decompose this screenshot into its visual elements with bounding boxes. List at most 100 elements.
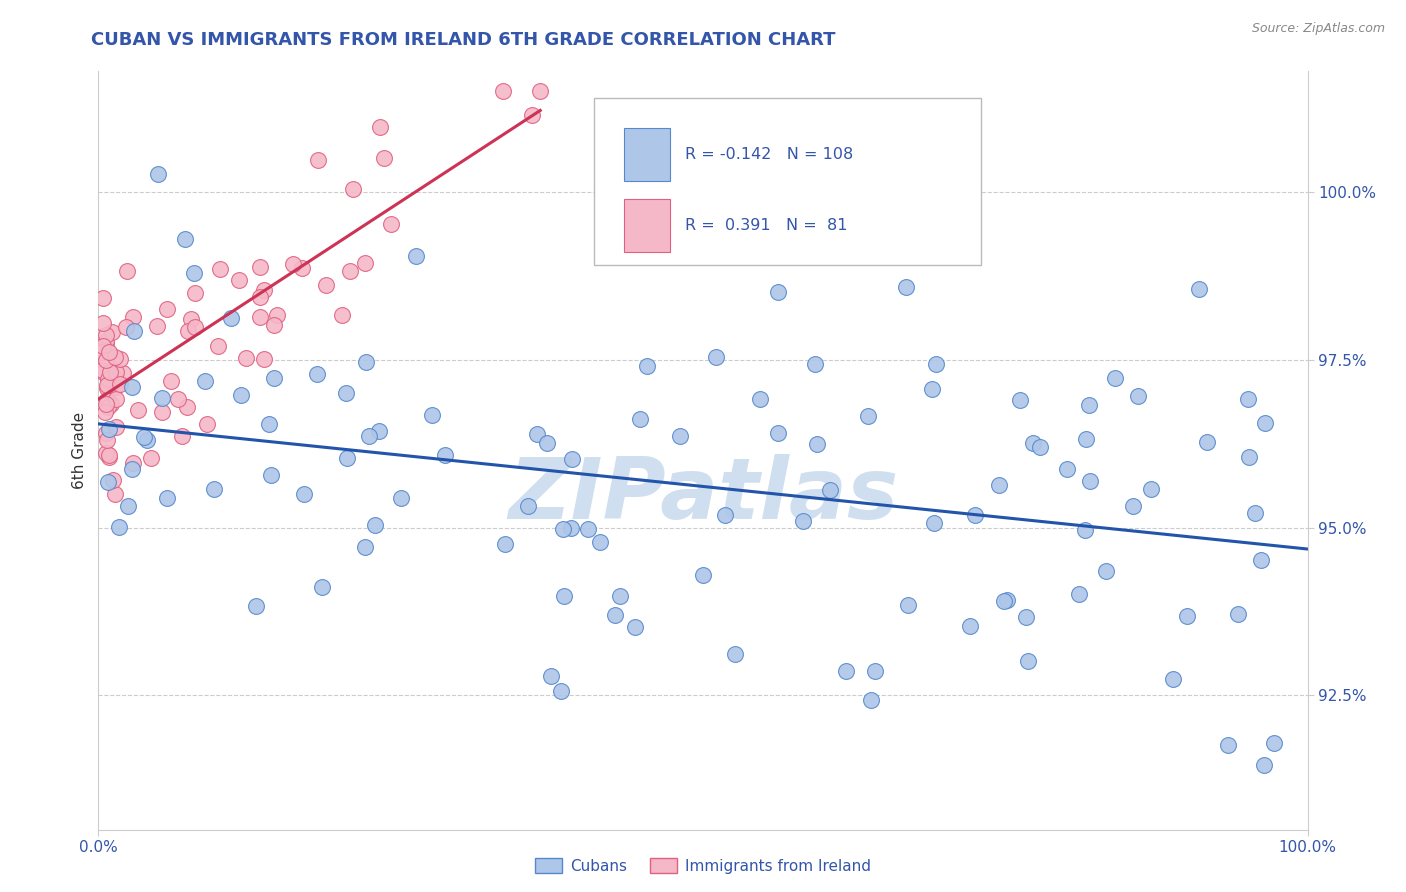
Point bbox=[863, 664, 886, 678]
Point bbox=[94, 397, 117, 411]
Point bbox=[724, 647, 747, 661]
Point bbox=[292, 487, 315, 501]
Text: ZIPatlas: ZIPatlas bbox=[508, 454, 898, 538]
Point bbox=[91, 316, 114, 330]
Point bbox=[260, 468, 283, 483]
Point bbox=[526, 426, 548, 441]
Point bbox=[1074, 432, 1097, 446]
Point bbox=[93, 291, 115, 305]
Point bbox=[229, 388, 252, 402]
Point bbox=[104, 351, 127, 365]
Point bbox=[98, 450, 121, 465]
Point bbox=[150, 405, 173, 419]
Point bbox=[364, 518, 387, 533]
Point bbox=[818, 483, 841, 498]
Point bbox=[550, 683, 572, 698]
Point bbox=[669, 429, 692, 443]
Point bbox=[1187, 282, 1209, 296]
Point bbox=[167, 392, 190, 407]
Point bbox=[636, 359, 658, 373]
Point bbox=[1094, 564, 1116, 578]
Text: R =  0.391   N =  81: R = 0.391 N = 81 bbox=[685, 218, 848, 233]
Point bbox=[1104, 371, 1126, 385]
Point bbox=[792, 514, 814, 528]
Point bbox=[121, 380, 143, 394]
Point bbox=[257, 417, 280, 432]
Point bbox=[249, 260, 271, 274]
Point bbox=[145, 319, 167, 334]
Point bbox=[96, 378, 118, 392]
Point bbox=[420, 409, 443, 423]
Point bbox=[1216, 738, 1239, 752]
Point bbox=[896, 279, 918, 293]
Bar bbox=[624, 199, 671, 252]
Point bbox=[1195, 434, 1218, 449]
Point bbox=[588, 534, 610, 549]
Point bbox=[97, 400, 120, 414]
Point bbox=[766, 285, 789, 299]
Point bbox=[536, 435, 558, 450]
Point bbox=[553, 522, 575, 536]
Point bbox=[150, 392, 173, 406]
Point bbox=[146, 168, 169, 182]
Point bbox=[245, 599, 267, 613]
Point bbox=[988, 478, 1011, 492]
Point bbox=[202, 483, 225, 497]
Point bbox=[127, 402, 149, 417]
Point bbox=[249, 310, 271, 324]
Point bbox=[1244, 506, 1267, 520]
Point bbox=[96, 434, 118, 448]
Point bbox=[249, 290, 271, 304]
Point bbox=[714, 508, 737, 522]
Point bbox=[235, 351, 257, 366]
Point bbox=[1126, 389, 1149, 403]
Point bbox=[1140, 482, 1163, 496]
Point bbox=[104, 371, 127, 385]
Point bbox=[373, 151, 395, 165]
Text: R = -0.142   N = 108: R = -0.142 N = 108 bbox=[685, 147, 853, 162]
Point bbox=[959, 619, 981, 633]
Point bbox=[1161, 672, 1184, 686]
Legend: Cubans, Immigrants from Ireland: Cubans, Immigrants from Ireland bbox=[529, 852, 877, 880]
Point bbox=[121, 456, 143, 470]
Point bbox=[98, 345, 121, 359]
Point bbox=[263, 371, 285, 385]
Point bbox=[353, 540, 375, 554]
Point bbox=[97, 372, 120, 386]
Point bbox=[307, 153, 329, 168]
Point bbox=[494, 537, 516, 551]
Point bbox=[132, 430, 155, 444]
Point bbox=[529, 85, 551, 99]
Point bbox=[433, 448, 456, 462]
Point bbox=[180, 312, 202, 326]
Point bbox=[291, 260, 314, 275]
Point bbox=[172, 429, 194, 443]
Point bbox=[356, 354, 378, 368]
Point bbox=[1122, 499, 1144, 513]
Point bbox=[156, 491, 179, 505]
Point bbox=[1078, 474, 1101, 488]
Point bbox=[94, 335, 117, 350]
Point bbox=[184, 286, 207, 301]
Point bbox=[925, 357, 948, 371]
Point bbox=[516, 500, 538, 514]
Point bbox=[540, 669, 562, 683]
Point bbox=[339, 264, 361, 278]
Point bbox=[135, 433, 157, 447]
Point bbox=[91, 365, 114, 379]
Point bbox=[922, 516, 945, 531]
Point bbox=[176, 325, 198, 339]
Point bbox=[628, 411, 651, 425]
Point bbox=[122, 324, 145, 338]
Point bbox=[342, 182, 364, 196]
Point bbox=[1175, 608, 1198, 623]
Point bbox=[194, 374, 217, 388]
Point bbox=[856, 409, 879, 423]
Point bbox=[766, 425, 789, 440]
Point bbox=[993, 593, 1015, 607]
Point bbox=[115, 263, 138, 277]
Point bbox=[108, 520, 131, 534]
Point bbox=[108, 352, 131, 367]
Point bbox=[1056, 462, 1078, 476]
Point bbox=[156, 301, 179, 316]
